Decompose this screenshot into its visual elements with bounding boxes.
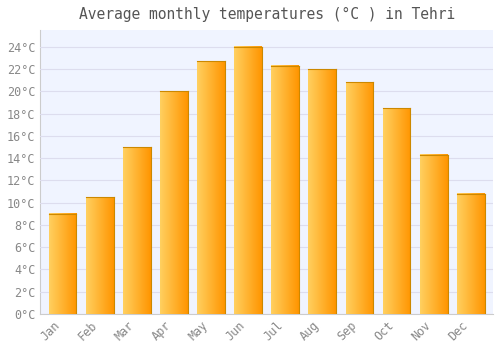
Bar [382, 108, 410, 314]
Bar [123, 147, 150, 314]
Bar [86, 197, 114, 314]
Bar [346, 82, 374, 314]
Bar [234, 47, 262, 314]
Bar [197, 61, 225, 314]
Bar [308, 69, 336, 314]
Bar [420, 155, 448, 314]
Bar [457, 194, 484, 314]
Bar [272, 66, 299, 314]
Title: Average monthly temperatures (°C ) in Tehri: Average monthly temperatures (°C ) in Te… [78, 7, 455, 22]
Bar [160, 91, 188, 314]
Bar [48, 214, 76, 314]
